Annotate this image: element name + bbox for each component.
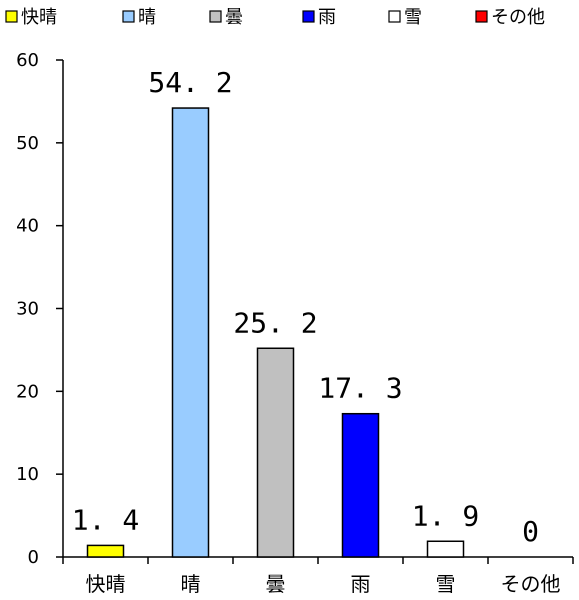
- data-label: 25. 2: [233, 306, 317, 339]
- bar: [426, 540, 465, 558]
- legend-label: その他: [491, 7, 545, 28]
- y-tick-label: 10: [16, 464, 39, 485]
- data-label: 1. 4: [72, 503, 139, 536]
- bar: [341, 412, 380, 558]
- legend-label: 曇: [225, 7, 243, 28]
- x-tick-label: 雪: [436, 572, 456, 596]
- y-tick-label: 40: [16, 216, 39, 237]
- y-tick-label: 60: [16, 50, 39, 71]
- bar: [86, 544, 125, 558]
- y-tick-label: 30: [16, 299, 39, 320]
- legend: 快晴 晴 曇 雨 雪 その他: [5, 7, 545, 28]
- legend-swatch: [475, 10, 488, 23]
- data-label: 17. 3: [318, 372, 402, 405]
- legend-swatch: [122, 10, 135, 23]
- legend-label: 雨: [318, 7, 336, 28]
- y-tick-label: 0: [28, 547, 39, 568]
- legend-label: 晴: [138, 7, 156, 28]
- data-label: 54. 2: [148, 66, 232, 99]
- data-label: 1. 9: [412, 499, 479, 532]
- x-tick-label: 雨: [351, 572, 371, 596]
- bar: [256, 347, 295, 558]
- legend-swatch: [302, 10, 315, 23]
- x-tick-label: 快晴: [86, 572, 126, 596]
- x-tick-label: その他: [501, 572, 561, 596]
- data-label: 0: [522, 515, 539, 548]
- legend-label: 雪: [404, 7, 422, 28]
- x-axis: 快晴 晴 曇 雨 雪 その他: [62, 556, 574, 596]
- legend-label: 快晴: [21, 7, 57, 28]
- y-tick-label: 50: [16, 133, 39, 154]
- bar: [171, 107, 210, 558]
- bars: [86, 107, 465, 558]
- y-axis: 0 10 20 30 40 50 60: [16, 50, 64, 568]
- legend-swatch: [388, 10, 401, 23]
- legend-swatch: [209, 10, 222, 23]
- x-tick-label: 晴: [181, 572, 201, 596]
- y-tick-label: 20: [16, 381, 39, 402]
- x-tick-label: 曇: [266, 572, 286, 596]
- legend-swatch: [5, 10, 18, 23]
- data-labels: 1. 4 54. 2 25. 217. 3 1. 9 0: [72, 66, 539, 548]
